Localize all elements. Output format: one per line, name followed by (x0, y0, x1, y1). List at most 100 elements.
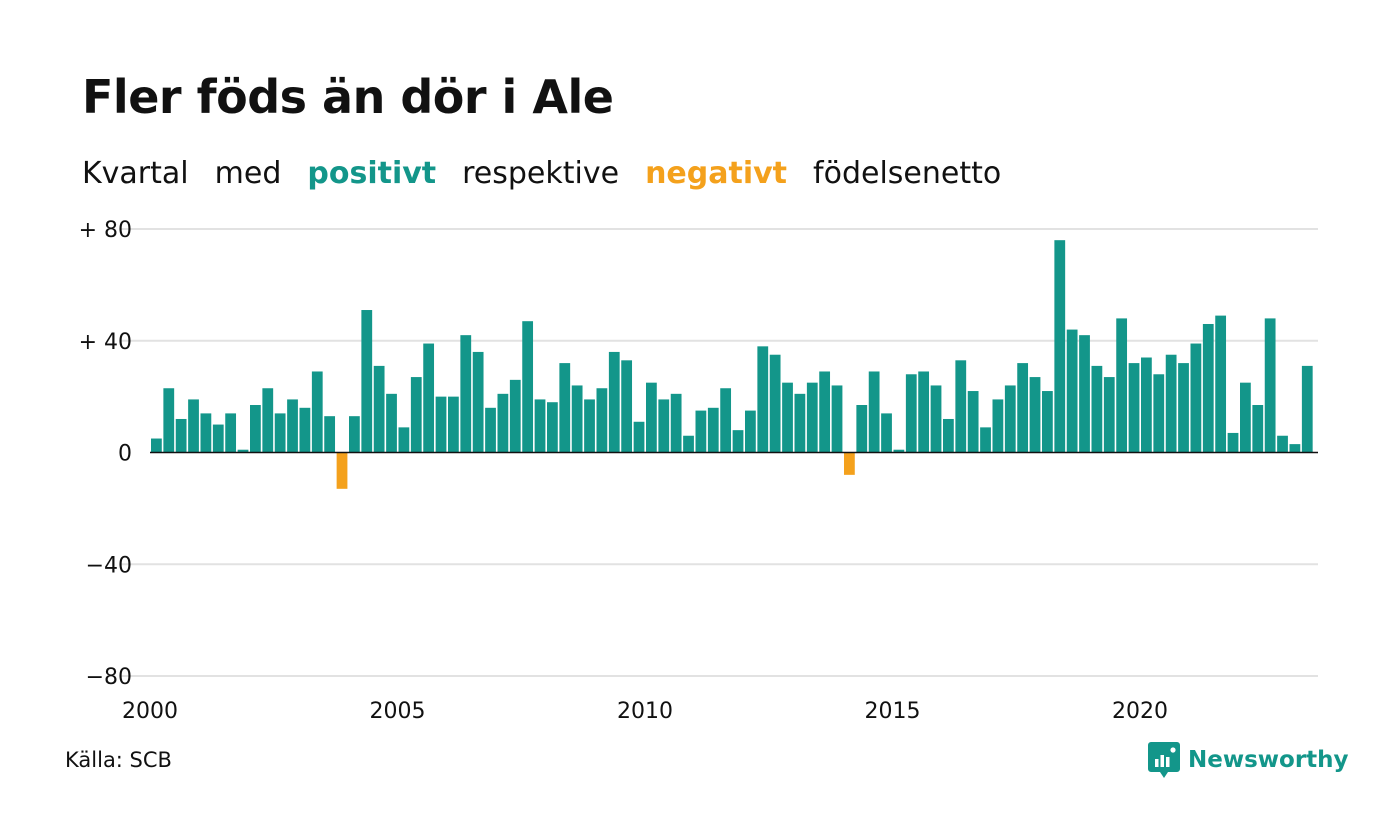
bar (1252, 405, 1264, 453)
bar (930, 385, 942, 453)
bar (856, 405, 868, 453)
bar (992, 399, 1004, 453)
subtitle-word-med: med (214, 156, 282, 191)
bar (324, 416, 336, 453)
bar (398, 427, 410, 453)
bar (1178, 363, 1189, 453)
y-tick-label: + 40 (79, 330, 132, 355)
x-tick-label: 2010 (617, 699, 673, 724)
bar (1227, 432, 1239, 453)
x-tick-label: 2005 (370, 699, 426, 724)
bar (782, 382, 793, 453)
bar (1004, 385, 1016, 453)
bar (893, 449, 905, 453)
bar (497, 393, 509, 453)
bar (1079, 335, 1090, 453)
bar (905, 374, 917, 453)
bar (1029, 377, 1041, 453)
y-tick-label: + 80 (79, 218, 132, 243)
bar (472, 351, 484, 453)
bar (1277, 435, 1288, 453)
bar (212, 424, 224, 453)
bar (423, 343, 435, 453)
bar (745, 410, 756, 453)
bar (386, 393, 397, 453)
bar (311, 371, 323, 453)
bar (831, 385, 843, 453)
bar (1301, 365, 1313, 453)
bar (485, 407, 496, 453)
bar (1141, 357, 1152, 453)
bar (819, 371, 831, 453)
bar (448, 396, 459, 453)
bar (732, 430, 744, 453)
bar (1116, 318, 1128, 453)
bar (769, 354, 781, 453)
source-note: Källa: SCB (65, 748, 172, 772)
legend-negative-label: negativt (645, 156, 788, 191)
y-tick-label: −80 (86, 665, 132, 690)
bar (1264, 318, 1276, 453)
bar (1190, 343, 1202, 453)
bar (1165, 354, 1177, 453)
bar (151, 438, 162, 453)
bar (980, 427, 991, 453)
bar (188, 399, 199, 453)
bar (1153, 374, 1165, 453)
subtitle-word-kvartal: Kvartal (82, 156, 189, 191)
bar (1202, 323, 1214, 453)
bar (621, 360, 633, 453)
axes: + 80 + 40 0 −40 −80 2000 2005 2010 2015 2020 (79, 218, 1318, 724)
bar (373, 365, 385, 453)
bar (943, 418, 954, 453)
bar (1091, 365, 1103, 453)
bar (670, 393, 682, 453)
bars (151, 240, 1313, 489)
bar (1066, 329, 1078, 453)
newsworthy-logo-icon (1148, 742, 1180, 778)
bar (695, 410, 707, 453)
bar (707, 407, 719, 453)
bar (1054, 240, 1066, 453)
chart-title: Fler föds än dör i Ale (82, 70, 614, 124)
bar (287, 399, 298, 453)
bar (1215, 315, 1227, 453)
x-tick-label: 2015 (865, 699, 921, 724)
bar (435, 396, 447, 453)
bar (608, 351, 620, 453)
bar (237, 449, 249, 453)
bar (683, 435, 694, 453)
subtitle-word-respektive: respektive (462, 156, 620, 191)
brand-logo: Newsworthy (1148, 742, 1349, 778)
bar (522, 321, 534, 453)
bar (534, 399, 546, 453)
bar (584, 399, 595, 453)
bar (720, 388, 732, 453)
bar (757, 346, 769, 453)
bar (571, 385, 583, 453)
bar (1103, 377, 1115, 453)
bar (967, 391, 979, 453)
bar (175, 418, 187, 453)
bar (658, 399, 670, 453)
bar (596, 388, 608, 453)
bar (1017, 363, 1029, 453)
chart-subtitle: Kvartal med positivt respektive negativt föde… (82, 156, 1027, 192)
bar (336, 452, 348, 489)
bar (200, 413, 212, 453)
bar (844, 452, 855, 475)
legend-positive-label: positivt (307, 156, 437, 191)
bar (955, 360, 967, 453)
x-tick-label: 2020 (1112, 699, 1168, 724)
bar (410, 377, 422, 453)
bar (349, 416, 360, 453)
brand-name: Newsworthy (1188, 747, 1349, 773)
x-tick-label: 2000 (122, 699, 178, 724)
bar (163, 388, 175, 453)
bar (868, 371, 880, 453)
bar (361, 310, 373, 453)
bar (633, 421, 645, 453)
bar (460, 335, 472, 453)
bar (262, 388, 274, 453)
